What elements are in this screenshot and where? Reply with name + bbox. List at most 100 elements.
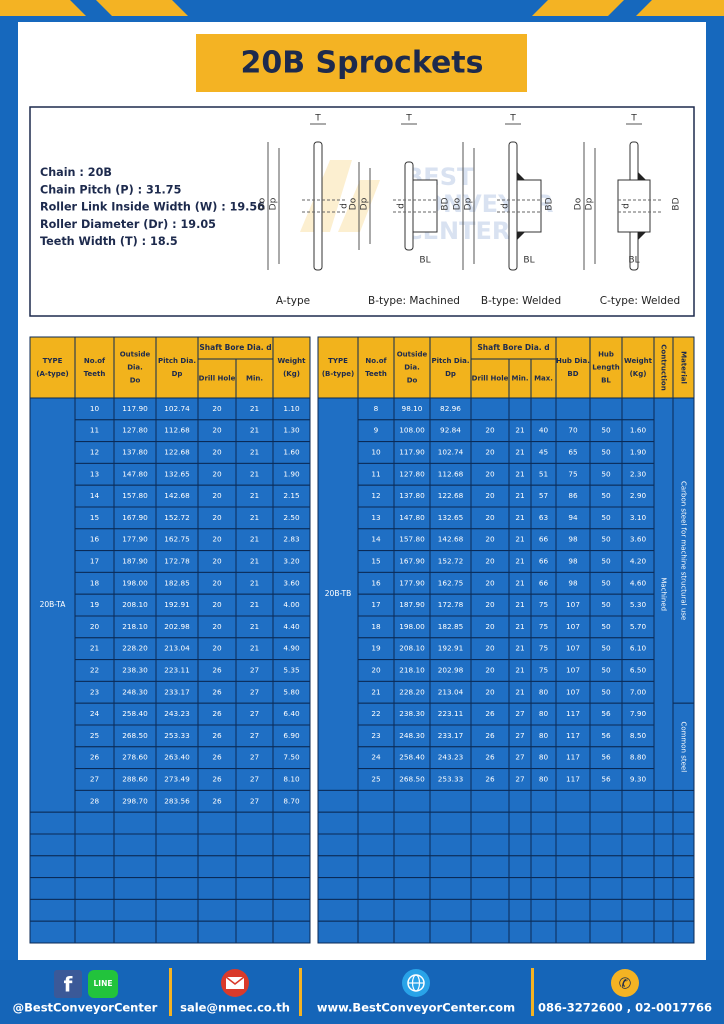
cell-text: 1.90 [630,448,647,457]
data-cell [508,397,532,421]
empty-cell [530,920,557,944]
cell-text: 50 [601,578,611,587]
cell-text: 23 [371,731,381,740]
cell-text: 63 [539,513,549,522]
empty-cell [272,920,311,944]
diagram-label: Do [453,197,463,210]
cell-text: 198.00 [399,622,425,631]
footer-bar [0,960,724,1024]
empty-cell [317,789,359,813]
cell-text: 66 [539,557,549,566]
diagram-label: Dp [585,197,595,210]
empty-cell [113,920,157,944]
header-group-label: Shaft Bore Dia. d [199,343,271,352]
empty-cell [155,877,199,900]
cell-text: 19 [90,600,100,609]
empty-cell [393,898,431,922]
cell-text: 243.23 [438,753,464,762]
cell-text: 28 [90,796,100,805]
empty-cell [672,877,695,900]
empty-cell [429,877,472,900]
empty-cell [357,811,395,835]
header-label: Weight [278,357,307,365]
cell-text: 80 [539,753,549,762]
cell-text: 21 [250,426,259,435]
cell-text: 21 [515,557,524,566]
cell-text: 1.10 [283,404,300,413]
cell-text: 187.90 [122,557,148,566]
diagram-caption: B-type: Welded [481,295,561,307]
cell-text: 21 [515,469,524,478]
cell-text: 26 [212,687,222,696]
cell-text: 268.50 [122,731,148,740]
empty-cell [530,833,557,857]
watermark-logo [300,160,352,232]
facebook-icon [54,970,82,998]
header-label: Do [407,377,418,385]
empty-cell [621,811,655,835]
empty-cell [508,920,532,944]
diagram-label: Do [349,197,359,210]
diagram-label: T [405,114,412,124]
empty-cell [235,920,274,944]
cell-text: 20 [212,644,222,653]
cell-text: 80 [539,731,549,740]
header-label: Dp [445,370,456,378]
empty-cell [197,898,237,922]
empty-cell [197,920,237,944]
cell-text: 50 [601,426,611,435]
cell-text: 45 [539,448,548,457]
header-label: Hub Dia. [556,357,590,365]
cell-text: 11 [90,426,99,435]
diagram-label: Dp [360,197,370,210]
cell-text: 20 [371,666,381,675]
spec-line: Chain Pitch (P) : 31.75 [40,183,181,196]
cell-text: 8.50 [630,731,647,740]
empty-cell [653,789,674,813]
cell-text: 198.00 [122,578,148,587]
mail-flap [225,976,245,985]
data-cell [621,397,655,421]
cell-text: 24 [90,709,100,718]
empty-cell [317,833,359,857]
cell-text: 132.65 [438,513,464,522]
cell-text: 66 [539,535,549,544]
cell-text: 172.78 [164,557,190,566]
sprocket-plate [313,141,323,271]
empty-cell [672,920,695,944]
empty-cell [508,811,532,835]
empty-cell [429,811,472,835]
cell-text: 27 [250,775,260,784]
title-box [196,34,527,92]
cell-text: 112.68 [438,469,464,478]
empty-cell [653,898,674,922]
cell-text: 3.60 [630,535,647,544]
cell-text: 233.17 [438,731,464,740]
empty-cell [653,833,674,857]
diagram-label: BL [419,256,430,266]
empty-cell [470,833,510,857]
diagram-label: Dp [464,197,474,210]
cell-text: 4.60 [630,578,647,587]
cell-text: 66 [539,578,549,587]
empty-cell [672,811,695,835]
empty-cell [555,855,591,879]
cell-text: 9.30 [630,775,647,784]
empty-cell [621,877,655,900]
cell-text: 70 [568,426,578,435]
cell-text: 80 [539,775,549,784]
header-label: Outside [397,351,428,359]
stripe [96,0,188,16]
data-cell [530,397,557,421]
empty-cell [555,833,591,857]
header-label: TYPE [43,357,63,365]
cell-text: 157.80 [122,491,148,500]
cell-text: 26 [212,731,222,740]
empty-cell [29,811,76,835]
empty-cell [530,898,557,922]
cell-text: 1.60 [283,448,300,457]
cell-text: 108.00 [399,426,425,435]
cell-text: 243.23 [164,709,190,718]
cell-text: 27 [515,709,525,718]
cell-text: 233.17 [164,687,190,696]
